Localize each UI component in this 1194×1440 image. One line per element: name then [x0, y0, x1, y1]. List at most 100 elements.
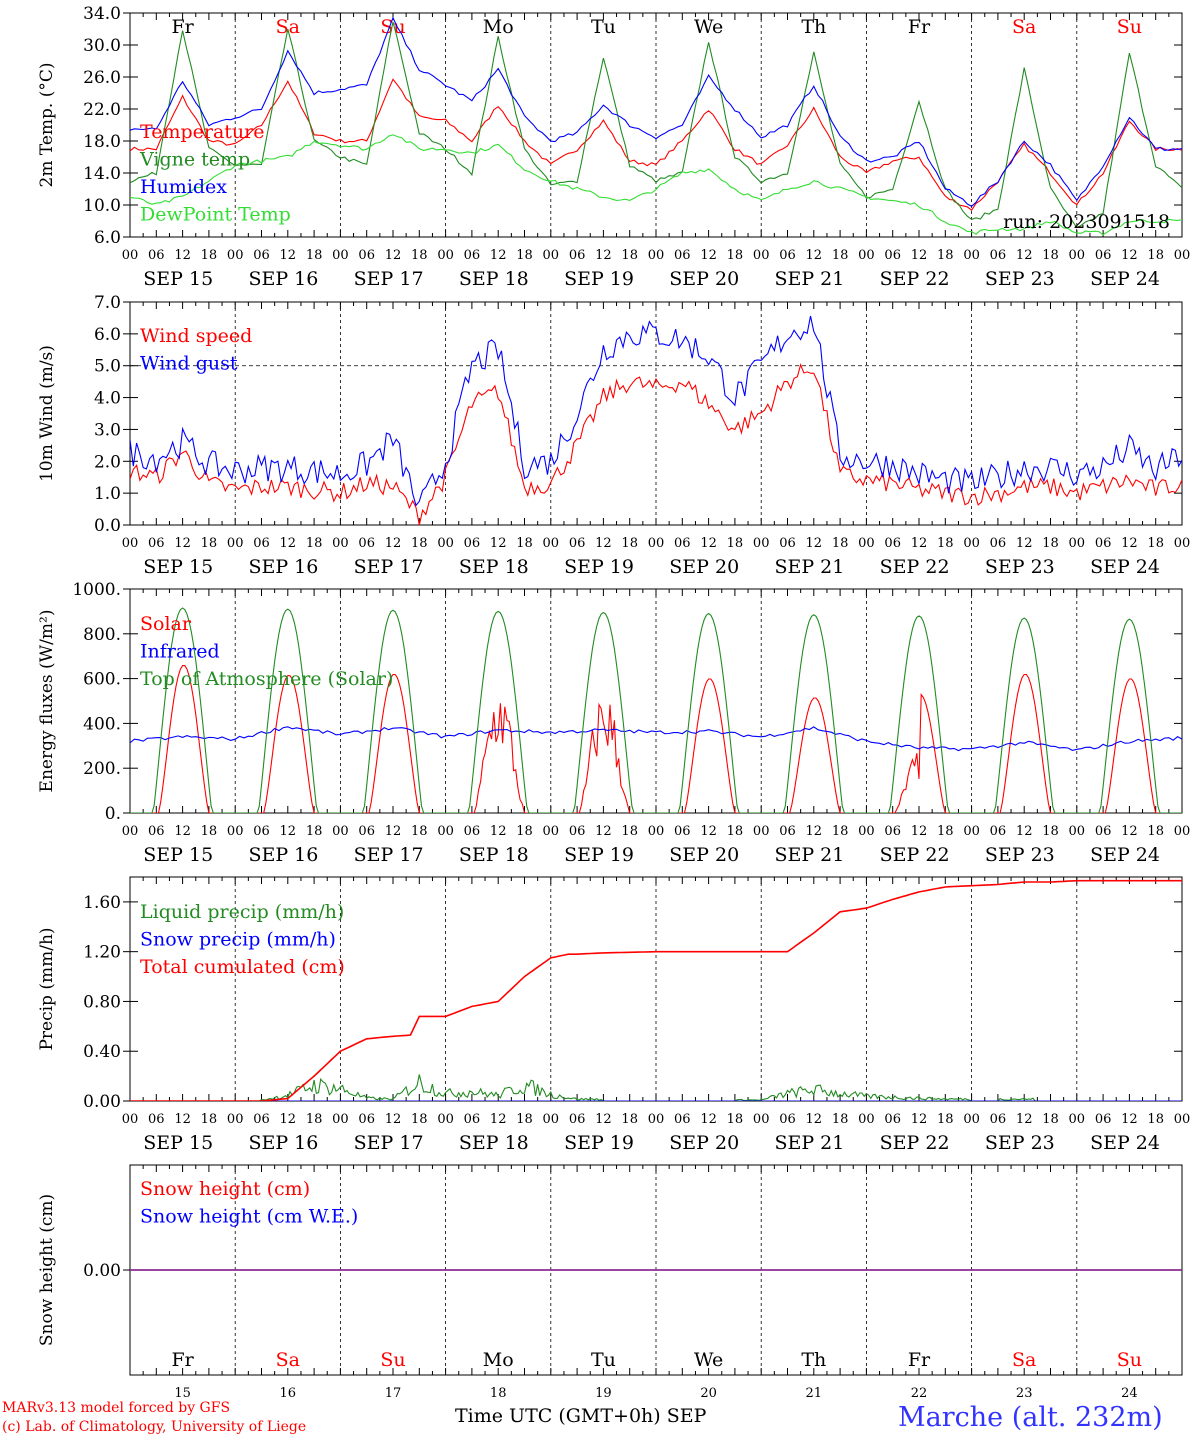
day-number-label: 18: [490, 1386, 507, 1400]
precip-hour-label: 12: [174, 1112, 191, 1127]
temp-hour-label: 18: [411, 248, 428, 263]
wind-hour-label: 00: [227, 536, 244, 551]
series-dewpoint-temp: [130, 134, 1182, 236]
precip-day-label: SEP 17: [354, 1132, 424, 1154]
series-wind-speed: [130, 362, 1182, 525]
precip-hour-label: 12: [1016, 1112, 1033, 1127]
wind-hour-label: 00: [543, 536, 560, 551]
energy-ylabel: Energy fluxes (W/m²): [37, 610, 57, 793]
energy-day-label: SEP 22: [880, 844, 950, 866]
weekday-label: Tu: [591, 1349, 616, 1371]
wind-hour-label: 00: [1174, 536, 1191, 551]
precip-hour-label: 12: [911, 1112, 928, 1127]
energy-ytick-label: 1000.: [72, 580, 121, 600]
weekday-label: Th: [801, 1349, 826, 1371]
precip-hour-label: 18: [516, 1112, 533, 1127]
temp-hour-label: 06: [674, 248, 691, 263]
station-name: Marche (alt. 232m): [898, 1402, 1163, 1433]
precip-hour-label: 18: [1147, 1112, 1164, 1127]
energy-day-label: SEP 16: [248, 844, 318, 866]
wind-ylabel: 10m Wind (m/s): [37, 345, 57, 482]
wind-ytick-label: 5.0: [94, 357, 121, 377]
wind-ytick-label: 1.0: [94, 484, 121, 504]
precip-hour-label: 12: [1121, 1112, 1138, 1127]
precip-day-label: SEP 21: [774, 1132, 844, 1154]
wind-hour-label: 18: [1042, 536, 1059, 551]
wind-hour-label: 12: [1121, 536, 1138, 551]
temp-hour-label: 00: [1174, 248, 1191, 263]
wind-hour-label: 06: [464, 536, 481, 551]
precip-ytick-label: 1.60: [83, 893, 121, 913]
precip-day-label: SEP 18: [459, 1132, 529, 1154]
energy-hour-label: 18: [411, 824, 428, 839]
energy-hour-label: 00: [543, 824, 560, 839]
precip-hour-label: 18: [937, 1112, 954, 1127]
x-axis-title-text: Time UTC (GMT+0h): [455, 1405, 661, 1427]
legend-liquid-precip-mm-h: Liquid precip (mm/h): [140, 901, 344, 923]
legend-solar: Solar: [140, 613, 192, 635]
wind-hour-label: 00: [648, 536, 665, 551]
wind-hour-label: 00: [122, 536, 139, 551]
precip-hour-label: 18: [1042, 1112, 1059, 1127]
wind-hour-label: 06: [990, 536, 1007, 551]
weekday-label: We: [694, 16, 723, 38]
energy-hour-label: 18: [937, 824, 954, 839]
wind-hour-label: 00: [332, 536, 349, 551]
energy-ytick-label: 400.: [83, 714, 121, 734]
temp-day-label: SEP 21: [774, 268, 844, 290]
wind-ytick-label: 3.0: [94, 420, 121, 440]
temp-hour-label: 18: [201, 248, 218, 263]
temp-hour-label: 18: [832, 248, 849, 263]
snow-ylabel: Snow height (cm): [37, 1194, 57, 1346]
wind-hour-label: 06: [358, 536, 375, 551]
wind-hour-label: 12: [1016, 536, 1033, 551]
legend-snow-precip-mm-h: Snow precip (mm/h): [140, 929, 336, 951]
energy-hour-label: 00: [227, 824, 244, 839]
precip-day-label: SEP 20: [669, 1132, 739, 1154]
energy-hour-label: 12: [806, 824, 823, 839]
energy-day-label: SEP 20: [669, 844, 739, 866]
temp-ytick-label: 34.0: [83, 4, 121, 24]
energy-hour-label: 18: [832, 824, 849, 839]
precip-day-label: SEP 23: [985, 1132, 1055, 1154]
weekday-label: Mo: [483, 1349, 514, 1371]
temp-day-label: SEP 20: [669, 268, 739, 290]
wind-day-label: SEP 21: [774, 556, 844, 578]
wind-hour-label: 18: [1147, 536, 1164, 551]
precip-hour-label: 06: [1095, 1112, 1112, 1127]
energy-ytick-label: 200.: [83, 759, 121, 779]
day-number-label: 23: [1016, 1386, 1033, 1400]
temp-ytick-label: 22.0: [83, 100, 121, 120]
wind-day-label: SEP 15: [143, 556, 213, 578]
weekday-label: Fr: [908, 16, 931, 38]
wind-hour-label: 18: [411, 536, 428, 551]
wind-day-label: SEP 20: [669, 556, 739, 578]
energy-hour-label: 00: [858, 824, 875, 839]
temp-day-label: SEP 16: [248, 268, 318, 290]
temp-hour-label: 00: [122, 248, 139, 263]
wind-hour-label: 18: [201, 536, 218, 551]
wind-hour-label: 18: [516, 536, 533, 551]
energy-ytick-label: 800.: [83, 625, 121, 645]
energy-day-label: SEP 15: [143, 844, 213, 866]
energy-day-label: SEP 19: [564, 844, 634, 866]
precip-hour-label: 06: [884, 1112, 901, 1127]
precip-hour-label: 06: [464, 1112, 481, 1127]
temp-hour-label: 12: [490, 248, 507, 263]
precip-ytick-label: 0.80: [83, 992, 121, 1012]
precip-hour-label: 18: [306, 1112, 323, 1127]
weekday-label: Fr: [908, 1349, 931, 1371]
panel-precip: 0.00 0.40 0.80 1.20 1.60 Precip (mm/h) 00 06 12 1…: [37, 876, 1190, 1154]
weekday-label: Tu: [591, 16, 616, 38]
temp-day-label: SEP 18: [459, 268, 529, 290]
wind-hour-label: 06: [569, 536, 586, 551]
temp-hour-label: 00: [963, 248, 980, 263]
series-liquid-precip-mm-h: [130, 1074, 1182, 1101]
temp-hour-label: 06: [779, 248, 796, 263]
precip-hour-label: 12: [595, 1112, 612, 1127]
energy-hour-label: 12: [1121, 824, 1138, 839]
temp-hour-label: 06: [1095, 248, 1112, 263]
run-annotation: run: 2023091518: [1003, 211, 1170, 233]
energy-hour-label: 12: [385, 824, 402, 839]
temp-day-label: SEP 17: [354, 268, 424, 290]
